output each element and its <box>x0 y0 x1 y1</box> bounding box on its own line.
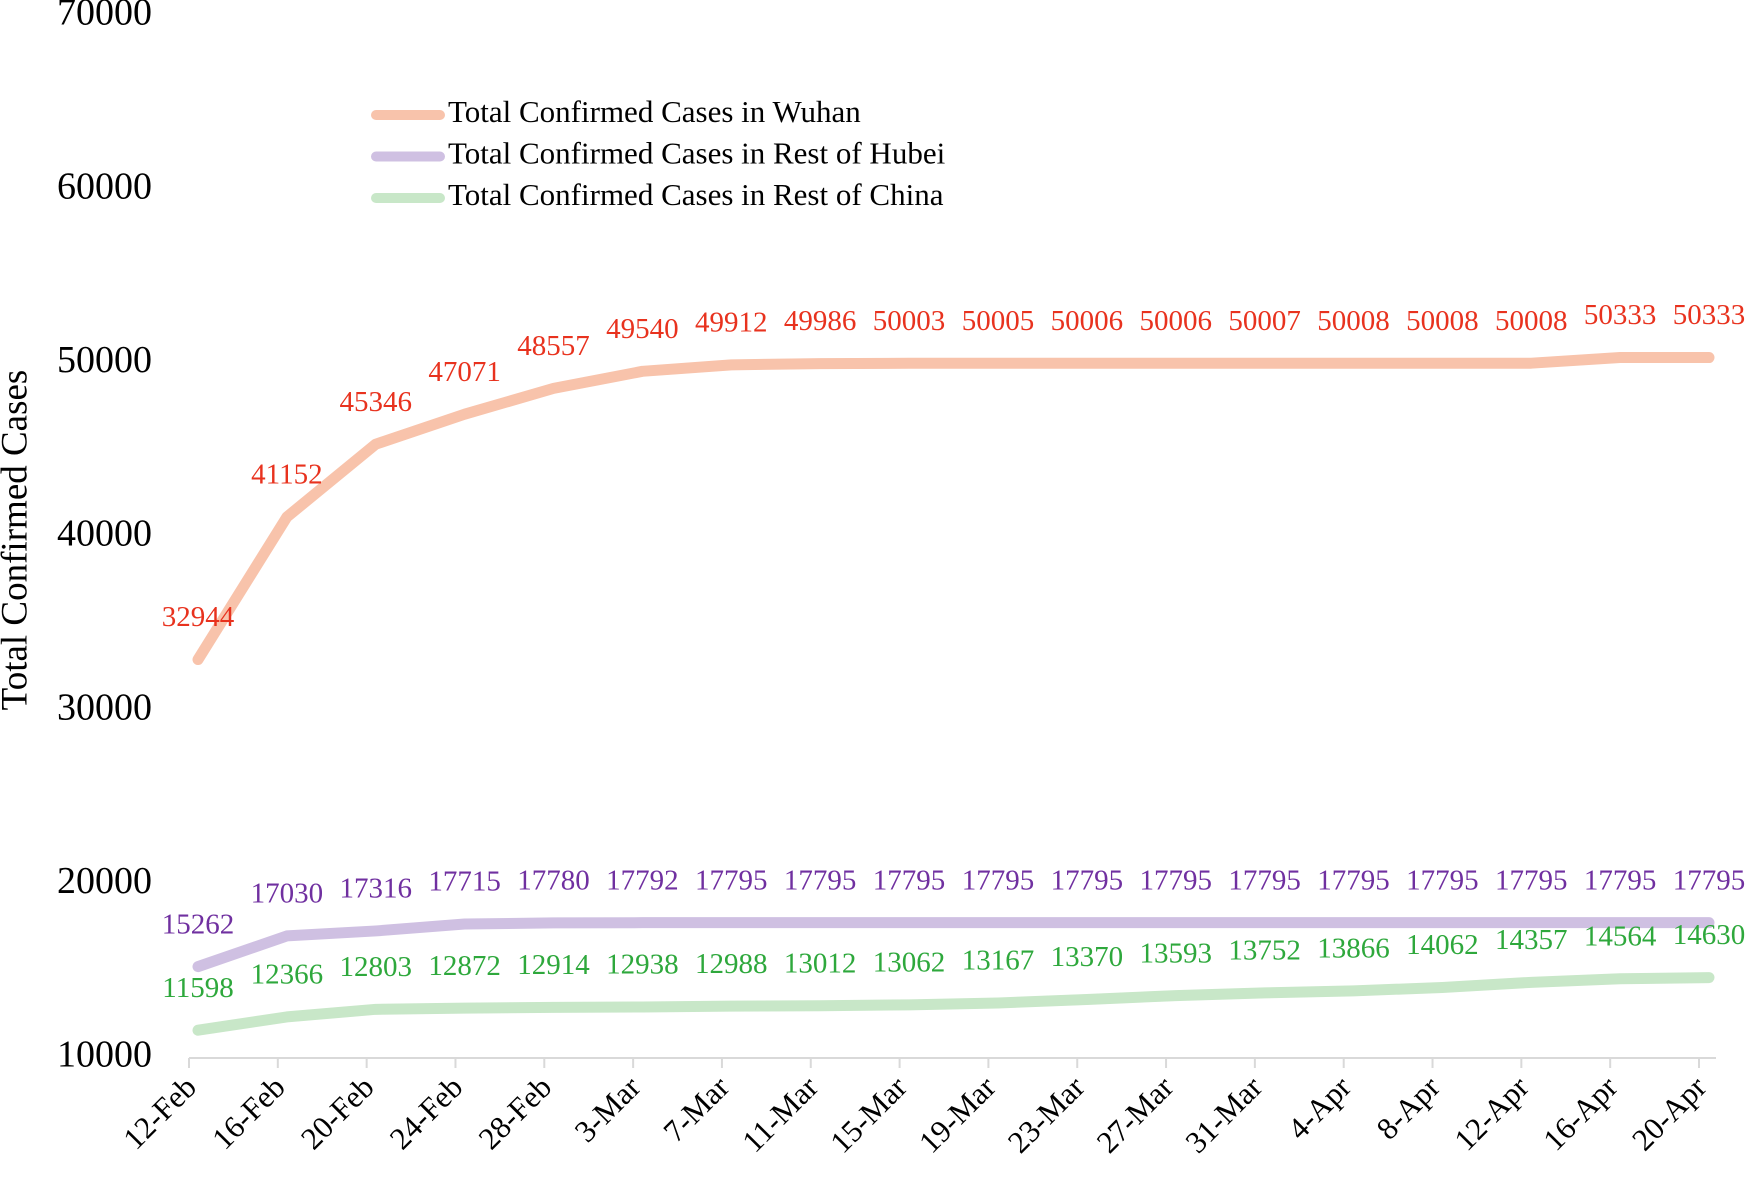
x-tick-label: 19-Mar <box>912 1069 1003 1160</box>
data-label: 17795 <box>1139 864 1212 896</box>
x-tick-label: 27-Mar <box>1090 1069 1181 1160</box>
data-label: 17780 <box>517 865 590 897</box>
data-label: 17795 <box>1228 864 1301 896</box>
x-tick-label: 20-Feb <box>294 1069 381 1156</box>
y-tick-label: 40000 <box>57 513 152 555</box>
data-label: 12803 <box>340 951 413 983</box>
legend-label: Total Confirmed Cases in Rest of China <box>448 177 944 212</box>
x-tick-label: 16-Apr <box>1536 1069 1625 1158</box>
x-tick-label: 16-Feb <box>205 1069 292 1156</box>
data-label: 17792 <box>606 864 679 896</box>
data-label: 15262 <box>162 908 235 940</box>
y-tick-label: 50000 <box>57 339 152 381</box>
data-label: 12938 <box>606 949 679 981</box>
data-label: 49540 <box>606 313 679 345</box>
data-label: 14062 <box>1406 929 1479 961</box>
y-tick-label: 60000 <box>57 165 152 207</box>
x-tick-label: 3-Mar <box>568 1069 648 1149</box>
data-label: 13012 <box>784 947 857 979</box>
x-tick-label: 28-Feb <box>471 1069 558 1156</box>
x-tick-label: 23-Mar <box>1001 1069 1092 1160</box>
data-label: 17795 <box>962 864 1035 896</box>
series-line <box>192 352 1715 666</box>
data-label: 13167 <box>962 945 1035 977</box>
data-label: 49912 <box>695 307 768 339</box>
data-label: 14630 <box>1673 919 1746 951</box>
data-label: 13593 <box>1139 937 1212 969</box>
data-label: 17795 <box>1495 864 1568 896</box>
data-label: 47071 <box>428 356 501 388</box>
x-tick-label: 20-Apr <box>1625 1069 1714 1158</box>
data-label: 50003 <box>873 305 946 337</box>
data-label: 17795 <box>1584 864 1657 896</box>
data-label: 49986 <box>784 305 857 337</box>
x-tick-label: 15-Mar <box>823 1069 914 1160</box>
data-label: 14357 <box>1495 924 1568 956</box>
data-label: 50006 <box>1051 305 1124 337</box>
data-label: 50008 <box>1406 305 1479 337</box>
data-label: 12988 <box>695 948 768 980</box>
data-label: 13370 <box>1051 941 1124 973</box>
x-tick-label: 31-Mar <box>1178 1069 1269 1160</box>
x-tick-label: 12-Feb <box>116 1069 203 1156</box>
data-label: 50008 <box>1317 305 1390 337</box>
data-label: 11598 <box>162 972 233 1004</box>
data-label: 13752 <box>1228 934 1301 966</box>
x-tick-label: 8-Apr <box>1369 1069 1447 1147</box>
series-line <box>192 917 1715 973</box>
data-label: 17795 <box>784 864 857 896</box>
data-label: 48557 <box>517 330 590 362</box>
data-label: 45346 <box>340 386 413 418</box>
data-label: 17795 <box>695 864 768 896</box>
data-label: 50006 <box>1139 305 1212 337</box>
y-tick-label: 20000 <box>57 860 152 902</box>
y-axis-title: Total Confirmed Cases <box>0 370 35 711</box>
data-label: 17795 <box>1406 864 1479 896</box>
legend-label: Total Confirmed Cases in Wuhan <box>448 94 861 129</box>
data-label: 17030 <box>251 878 324 910</box>
data-label: 14564 <box>1584 920 1657 952</box>
x-tick-label: 4-Apr <box>1281 1069 1359 1147</box>
data-label: 12872 <box>428 950 501 982</box>
x-tick-label: 11-Mar <box>735 1069 825 1159</box>
data-label: 50333 <box>1673 299 1746 331</box>
data-label: 50333 <box>1584 299 1657 331</box>
data-label: 17316 <box>340 873 413 905</box>
data-label: 17715 <box>428 866 501 898</box>
data-label: 17795 <box>1051 864 1124 896</box>
y-tick-label: 30000 <box>57 686 152 728</box>
data-label: 13866 <box>1317 933 1390 965</box>
data-label: 17795 <box>873 864 946 896</box>
data-label: 41152 <box>251 459 322 491</box>
x-tick-label: 24-Feb <box>383 1069 470 1156</box>
y-tick-label: 10000 <box>57 1034 152 1076</box>
data-label: 12914 <box>517 949 590 981</box>
x-tick-label: 7-Mar <box>656 1069 736 1149</box>
data-label: 17795 <box>1317 864 1390 896</box>
data-label: 50008 <box>1495 305 1568 337</box>
x-tick-label: 12-Apr <box>1447 1069 1536 1158</box>
data-label: 50005 <box>962 305 1035 337</box>
data-label: 13062 <box>873 946 946 978</box>
data-label: 17795 <box>1673 864 1746 896</box>
series-line <box>192 972 1715 1036</box>
data-label: 50007 <box>1228 305 1301 337</box>
data-label: 32944 <box>162 601 235 633</box>
data-label: 12366 <box>251 959 324 991</box>
legend-label: Total Confirmed Cases in Rest of Hubei <box>448 136 946 171</box>
y-tick-label: 70000 <box>57 0 152 34</box>
